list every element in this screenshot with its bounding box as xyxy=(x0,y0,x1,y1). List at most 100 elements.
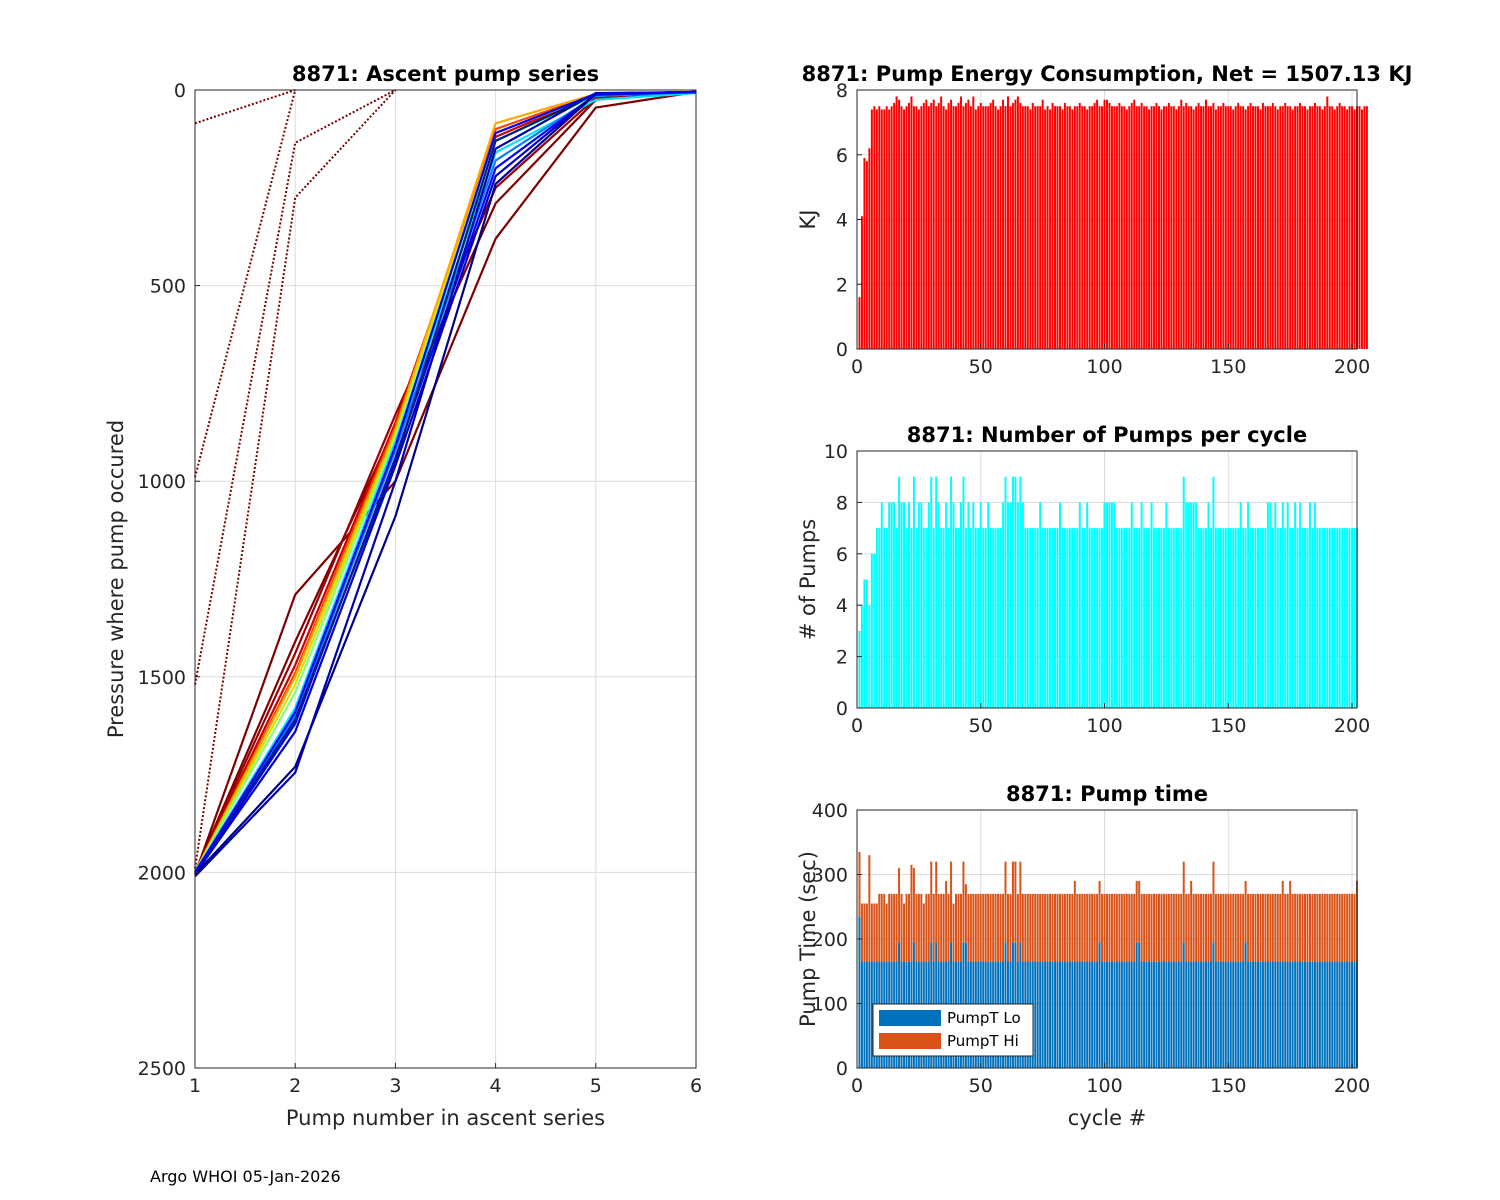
bar-pumpt-lo xyxy=(1299,961,1302,1068)
bar xyxy=(920,106,923,349)
bar-pumpt-hi xyxy=(1291,893,1294,962)
y-tick-label: 400 xyxy=(812,800,848,822)
bar xyxy=(1113,502,1116,708)
bar xyxy=(945,502,948,708)
bar xyxy=(912,476,915,708)
bar xyxy=(1041,99,1044,350)
y-tick-label: 10 xyxy=(824,441,848,463)
bar xyxy=(1180,528,1183,708)
bar-pumpt-hi xyxy=(1279,893,1282,962)
bar-pumpt-hi xyxy=(878,893,881,962)
bar-pumpt-hi xyxy=(1039,893,1042,962)
bar-pumpt-hi xyxy=(1308,893,1311,962)
bar xyxy=(1007,502,1009,708)
bar xyxy=(1187,502,1190,708)
bar-pumpt-hi xyxy=(1177,893,1180,962)
bar xyxy=(1333,109,1336,349)
x-tick-label: 100 xyxy=(1086,1075,1122,1097)
bar-pumpt-hi xyxy=(1333,893,1336,962)
bar xyxy=(1123,106,1126,349)
bar xyxy=(1363,106,1366,349)
bar xyxy=(1195,106,1198,349)
bar-pumpt-hi xyxy=(1197,893,1200,962)
bar xyxy=(947,102,950,349)
bar-pumpt-hi xyxy=(1318,893,1321,962)
bar xyxy=(1200,106,1203,349)
bar xyxy=(917,109,920,349)
bar xyxy=(1341,106,1344,349)
y-tick-label: 2000 xyxy=(138,862,186,884)
bar xyxy=(1239,106,1242,349)
bar xyxy=(994,106,997,349)
x-axis-label: cycle # xyxy=(1068,1106,1147,1130)
data-marks xyxy=(858,96,1368,350)
bar xyxy=(1041,528,1044,708)
series-line-c10 xyxy=(194,91,697,873)
bar xyxy=(1271,102,1274,349)
bar xyxy=(1242,528,1245,708)
bar xyxy=(1106,502,1108,708)
bar xyxy=(1029,109,1032,349)
bar xyxy=(915,528,918,708)
series-line-early1 xyxy=(194,89,296,125)
bar-pumpt-lo xyxy=(1271,961,1274,1068)
x-tick-label: 0 xyxy=(851,715,863,737)
bar xyxy=(1073,106,1076,349)
bar xyxy=(1054,106,1057,349)
bar xyxy=(1155,528,1158,708)
bar-pumpt-hi xyxy=(1224,893,1227,962)
bar xyxy=(1182,476,1185,708)
bar xyxy=(1328,528,1331,708)
bar xyxy=(883,109,886,349)
bar-pumpt-hi xyxy=(1247,893,1250,962)
bar xyxy=(858,630,861,708)
bar xyxy=(1296,106,1299,349)
bar-pumpt-hi xyxy=(1101,893,1104,962)
bar xyxy=(1058,502,1061,708)
bar-pumpt-lo xyxy=(1098,942,1101,1068)
bar xyxy=(1311,528,1314,708)
bar xyxy=(1318,106,1321,349)
bar xyxy=(1103,502,1106,708)
bar-pumpt-lo xyxy=(1170,961,1173,1068)
y-tick-label: 0 xyxy=(174,80,186,102)
bar xyxy=(1266,502,1269,708)
bar-pumpt-lo xyxy=(1286,961,1289,1068)
bar-pumpt-hi xyxy=(1190,880,1193,962)
bar xyxy=(1360,109,1363,349)
bar-pumpt-hi xyxy=(1083,893,1086,962)
bar xyxy=(1304,106,1307,349)
bar xyxy=(1224,528,1227,708)
bar-pumpt-lo xyxy=(1135,942,1138,1068)
bar xyxy=(1177,528,1180,708)
bar xyxy=(950,99,953,350)
bar xyxy=(1254,528,1257,708)
bar-pumpt-hi xyxy=(917,893,920,962)
bar-pumpt-hi xyxy=(955,893,957,962)
bar-pumpt-hi xyxy=(1237,893,1240,962)
bar xyxy=(955,106,957,349)
bar xyxy=(1155,102,1158,349)
bar xyxy=(1021,502,1024,708)
bar xyxy=(997,528,1000,708)
bar xyxy=(945,109,948,349)
bar xyxy=(1024,528,1027,708)
bar xyxy=(1066,106,1069,349)
bar xyxy=(1078,502,1081,708)
bar xyxy=(1326,96,1329,349)
bar-pumpt-lo xyxy=(1252,961,1255,1068)
bar xyxy=(1202,528,1205,708)
axes-frame xyxy=(856,450,1358,709)
bar-pumpt-hi xyxy=(974,893,977,962)
bar-pumpt-hi xyxy=(1115,893,1118,962)
bar-pumpt-hi xyxy=(1130,893,1133,962)
bar-pumpt-lo xyxy=(1222,961,1225,1068)
x-tick-label: 100 xyxy=(1086,356,1122,378)
bar-pumpt-hi xyxy=(880,893,883,962)
y-tick-label: 300 xyxy=(812,865,848,887)
bar xyxy=(1068,528,1071,708)
bar xyxy=(1140,102,1143,349)
bar xyxy=(1338,528,1341,708)
x-tick-label: 4 xyxy=(490,1075,502,1097)
